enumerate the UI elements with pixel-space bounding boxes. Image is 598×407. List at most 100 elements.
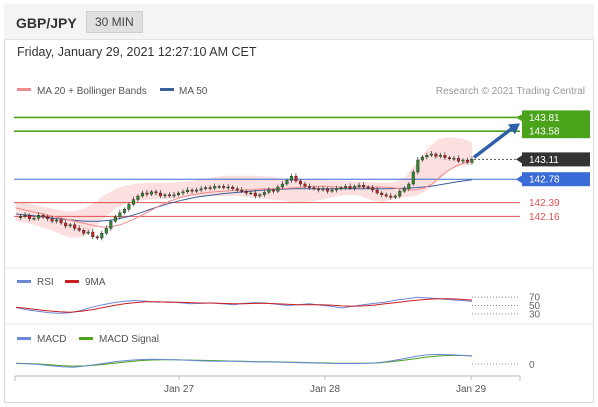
ma20-legend-swatch (17, 88, 31, 91)
candle-body (158, 192, 162, 197)
candle-body (190, 189, 194, 192)
candle-body (280, 183, 284, 188)
candle-body (461, 159, 465, 162)
ma20-line (15, 159, 473, 228)
candle-body (298, 180, 302, 185)
candle-body (452, 157, 456, 160)
main-legend: MA 20 + Bollinger Bands MA 50 Research ©… (17, 86, 585, 97)
candle-body (82, 229, 86, 234)
candle-body (118, 212, 122, 218)
candle-body (348, 186, 352, 189)
candle-body (213, 186, 217, 189)
chart-header: GBP/JPY 30 MIN (4, 4, 594, 40)
candle-body (438, 154, 442, 157)
bollinger-band-area (16, 137, 472, 238)
ma20-legend-label: MA 20 + Bollinger Bands (37, 86, 147, 97)
support-level-label: 142.39 (529, 198, 560, 209)
candle-body (402, 188, 406, 192)
pivot-tag (522, 172, 590, 187)
candle-body (407, 183, 411, 189)
candle-body (59, 219, 63, 224)
pivot-level-label: 142.78 (529, 175, 560, 186)
current-tag-pointer (516, 155, 522, 164)
candle-body (267, 189, 271, 193)
candle-body (168, 194, 172, 197)
symbol-title: GBP/JPY (16, 15, 77, 31)
candle-body (375, 189, 379, 194)
candle-body (199, 188, 203, 191)
candle-body (46, 216, 50, 219)
time-tick-label: Jan 27 (164, 384, 194, 395)
candle-body (276, 186, 280, 192)
candle-body (204, 187, 208, 190)
time-tick-label: Jan 29 (456, 384, 486, 395)
candle-body (258, 194, 262, 197)
candle-body (362, 184, 366, 188)
candle-body (181, 191, 185, 194)
candle-body (86, 231, 90, 234)
candle-body (222, 186, 226, 188)
candle-body (312, 187, 316, 190)
candle-body (177, 192, 181, 195)
rsi-ma-line (15, 298, 473, 313)
candle-body (136, 195, 140, 200)
target-arrow-head (508, 123, 520, 135)
price-panel: 143.81 143.58 143.11 142.78 142.39 142.16 (14, 110, 590, 241)
candle-body (470, 159, 474, 163)
candle-body (19, 216, 23, 218)
chart-datetime: Friday, January 29, 2021 12:27:10 AM CET (17, 45, 257, 59)
candle-body (339, 187, 343, 190)
time-axis: Jan 27 Jan 28 Jan 29 (14, 375, 521, 395)
candle-body (389, 195, 393, 198)
candle-body (104, 228, 108, 234)
candle-body (41, 214, 45, 218)
candle-body (416, 159, 420, 173)
candle-body (226, 186, 230, 189)
candle-body (244, 190, 248, 194)
candle-body (113, 216, 117, 222)
candle-body (235, 188, 239, 191)
candle-body (149, 191, 153, 195)
current-level-label: 143.11 (529, 155, 559, 166)
rsi-tick-label: 30 (529, 309, 541, 320)
candle-body (68, 224, 72, 227)
candle-body (357, 184, 361, 187)
current-tag (522, 152, 590, 167)
candle-body (262, 192, 266, 195)
candle-body (330, 189, 334, 192)
candle-body (285, 180, 289, 185)
candle-body (429, 153, 433, 156)
macd-signal-legend-swatch (79, 337, 93, 340)
candle-body (249, 192, 253, 195)
candle-body (420, 156, 424, 161)
candle-body (208, 187, 212, 189)
candle-body (398, 190, 402, 197)
candle-body (50, 218, 54, 222)
ma50-legend-swatch (160, 88, 174, 91)
rsi-legend: RSI 9MA (17, 277, 106, 288)
candle-body (353, 186, 357, 189)
macd-panel: 0 (15, 353, 535, 371)
resistance-tag-pointer (516, 114, 522, 122)
pivot-tag-pointer (516, 175, 522, 184)
candle-body (73, 224, 77, 229)
candle-body (28, 214, 32, 219)
resistance-level-label: 143.58 (529, 127, 560, 138)
candle-body (91, 231, 95, 238)
rsi-ma-legend-swatch (65, 280, 79, 283)
candle-body (131, 199, 135, 205)
timeframe-badge[interactable]: 30 MIN (86, 11, 143, 33)
candle-body (64, 222, 68, 227)
support-level-label: 142.16 (529, 212, 560, 223)
candle-body (127, 204, 131, 210)
candle-body (384, 194, 388, 197)
candle-body (303, 183, 307, 187)
candle-body (23, 214, 27, 217)
candle-body (109, 220, 113, 229)
target-arrow-shaft (472, 127, 514, 159)
candle-body (240, 189, 244, 192)
candle-body (145, 192, 149, 195)
ma50-legend-label: MA 50 (179, 86, 208, 97)
